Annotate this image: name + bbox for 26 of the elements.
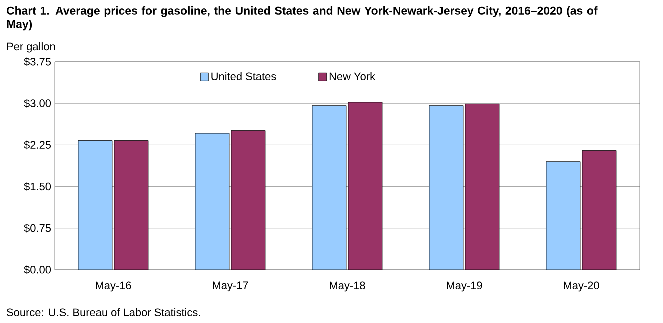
bar	[546, 162, 581, 270]
bar	[348, 102, 383, 270]
y-tick-label: $0.00	[24, 266, 52, 274]
chart-title: Chart 1. Average prices for gasoline, the United States and New York-Newark-Jersey City, 2016–2020 (as of May)	[6, 6, 598, 31]
bar	[465, 104, 500, 270]
bar	[231, 130, 266, 270]
legend-label: United States	[212, 72, 276, 80]
bar	[114, 140, 149, 270]
x-tick-label: May-18	[330, 282, 366, 292]
y-tick-label: $1.50	[24, 182, 52, 192]
bar	[195, 133, 230, 270]
bar	[312, 106, 347, 270]
y-tick-label: $3.00	[24, 99, 52, 108]
y-tick-label: $2.25	[24, 140, 52, 150]
source-note: Source: U.S. Bureau of Labor Statistics.	[7, 308, 200, 316]
bar	[78, 140, 113, 270]
x-tick-label: May-16	[96, 282, 132, 292]
y-tick-label: $3.75	[24, 58, 52, 66]
x-tick-label: May-20	[564, 282, 600, 292]
bar	[429, 106, 464, 270]
legend-label: New York	[330, 72, 376, 80]
y-tick-label: $0.75	[24, 224, 52, 233]
y-axis-title: Per gallon	[7, 42, 56, 53]
x-tick-label: May-19	[447, 282, 482, 292]
x-tick-label: May-17	[213, 282, 248, 292]
bar	[582, 150, 617, 270]
